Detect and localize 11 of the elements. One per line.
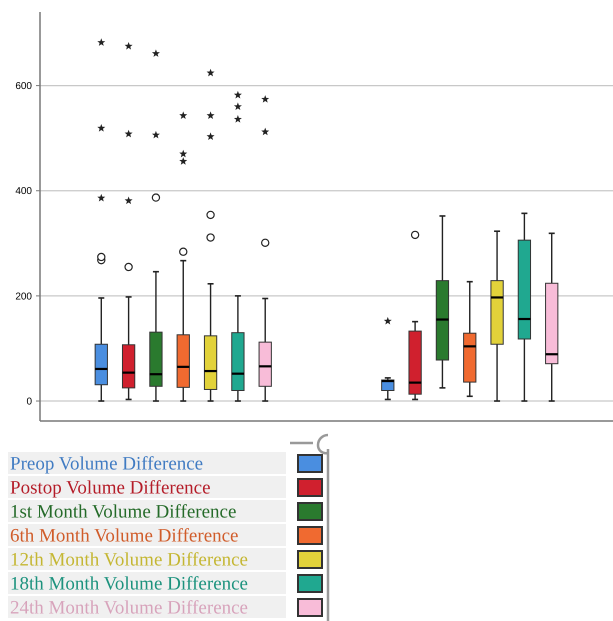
text: 18th Month Volume Difference — [10, 574, 248, 595]
y-tick-label: 200 — [15, 291, 32, 302]
text: 12th Month Volume Difference — [10, 550, 248, 571]
text: 24th Month Volume Difference — [10, 598, 248, 619]
text: 6th Month Volume Difference — [10, 526, 238, 547]
y-tick-label: 400 — [15, 186, 32, 198]
text: Postop Volume Difference — [10, 478, 211, 499]
text: 1st Month Volume Difference — [10, 502, 236, 523]
y-tick-label: 600 — [15, 81, 32, 92]
text: Preop Volume Difference — [10, 454, 204, 475]
y-tick-label: 0 — [26, 396, 32, 408]
